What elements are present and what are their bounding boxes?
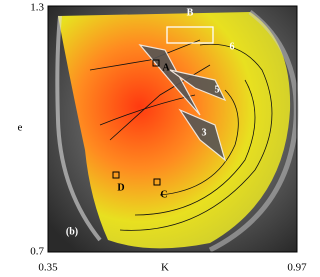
highlight-box (166, 26, 214, 44)
x-tick-label: 0.35 (38, 262, 58, 274)
outer-band (208, 10, 299, 253)
annotation: 3 (202, 127, 207, 138)
x-axis-label: K (161, 262, 169, 274)
annotation: 5 (215, 84, 220, 95)
plot-area (47, 5, 299, 253)
marker-square (153, 178, 161, 186)
outer-band (55, 15, 102, 242)
marker-square (112, 171, 120, 179)
annotation: B (187, 7, 194, 18)
y-tick-label: 1.3 (30, 2, 44, 14)
annotation: (b) (66, 226, 78, 237)
cusp-shapes (138, 44, 227, 162)
annotation: D (117, 182, 124, 193)
y-tick-label: 0.7 (30, 246, 44, 258)
fan-region (58, 12, 291, 249)
marker-square (152, 59, 160, 67)
annotation: A (162, 62, 170, 73)
y-axis-label: e (18, 122, 23, 134)
x-tick-label: 0.97 (287, 262, 307, 274)
plot-frame (47, 5, 298, 253)
annotation: C (160, 189, 167, 200)
annotation: 6 (230, 41, 235, 52)
chart: K e 0.35 0.97 0.7 1.3 B 6 A 5 3 D C (b) (18, 2, 308, 274)
